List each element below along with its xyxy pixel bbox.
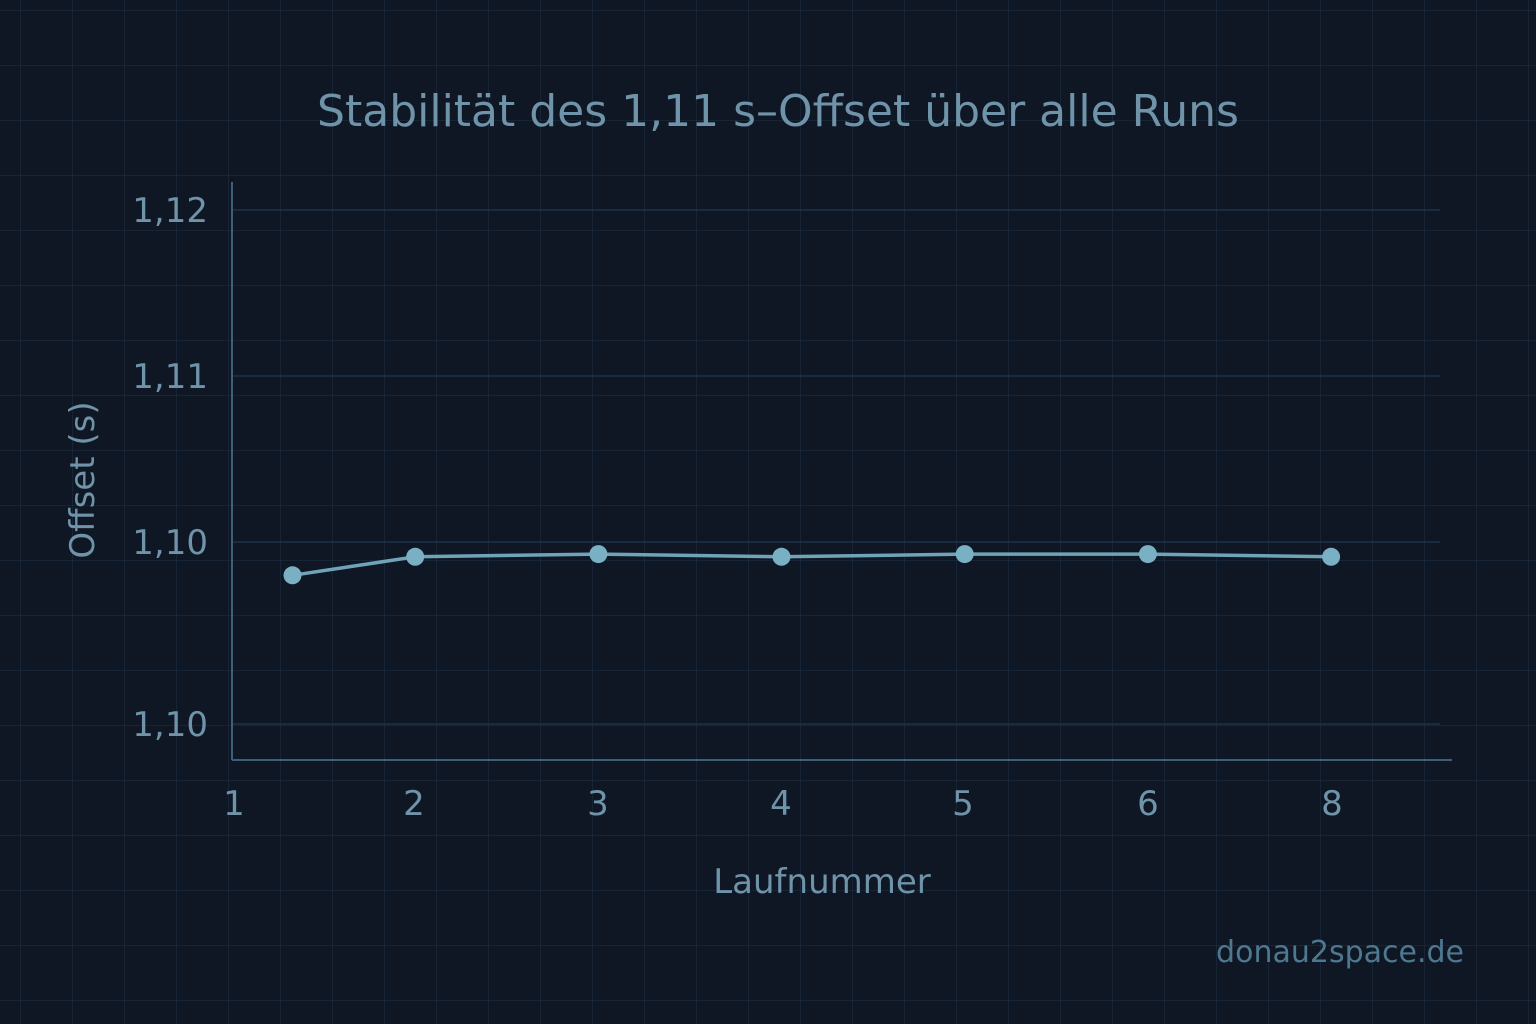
series-line bbox=[290, 552, 1333, 578]
x-axis-label: Laufnummer bbox=[713, 862, 931, 902]
y-tick-label: 1,10 bbox=[132, 705, 208, 745]
x-tick-label: 6 bbox=[1137, 784, 1159, 824]
series-group bbox=[283, 545, 1341, 585]
plot-gridlines bbox=[232, 209, 1440, 725]
y-tick-label: 1,10 bbox=[132, 523, 208, 563]
x-tick-labels: 1 2 3 4 5 6 8 bbox=[223, 784, 1343, 824]
data-point bbox=[1138, 545, 1157, 564]
y-tick-label: 1,12 bbox=[132, 191, 208, 231]
y-axis-label: Offset (s) bbox=[63, 401, 103, 558]
x-tick-label: 2 bbox=[403, 784, 425, 824]
data-point bbox=[955, 545, 974, 564]
y-tick-labels: 1,12 1,11 1,10 1,10 bbox=[132, 191, 208, 745]
data-point bbox=[1322, 547, 1341, 566]
x-tick-label: 8 bbox=[1321, 784, 1343, 824]
x-tick-label: 1 bbox=[223, 784, 245, 824]
data-point bbox=[406, 547, 425, 566]
data-point bbox=[772, 547, 791, 566]
x-tick-label: 4 bbox=[770, 784, 792, 824]
data-point bbox=[589, 545, 608, 564]
y-tick-label: 1,11 bbox=[132, 357, 208, 397]
x-tick-label: 5 bbox=[952, 784, 974, 824]
x-tick-label: 3 bbox=[587, 784, 609, 824]
data-point bbox=[283, 566, 302, 585]
chart-title: Stabilität des 1,11 s–Offset über alle R… bbox=[317, 86, 1239, 137]
site-watermark: donau2space.de bbox=[1216, 935, 1464, 970]
